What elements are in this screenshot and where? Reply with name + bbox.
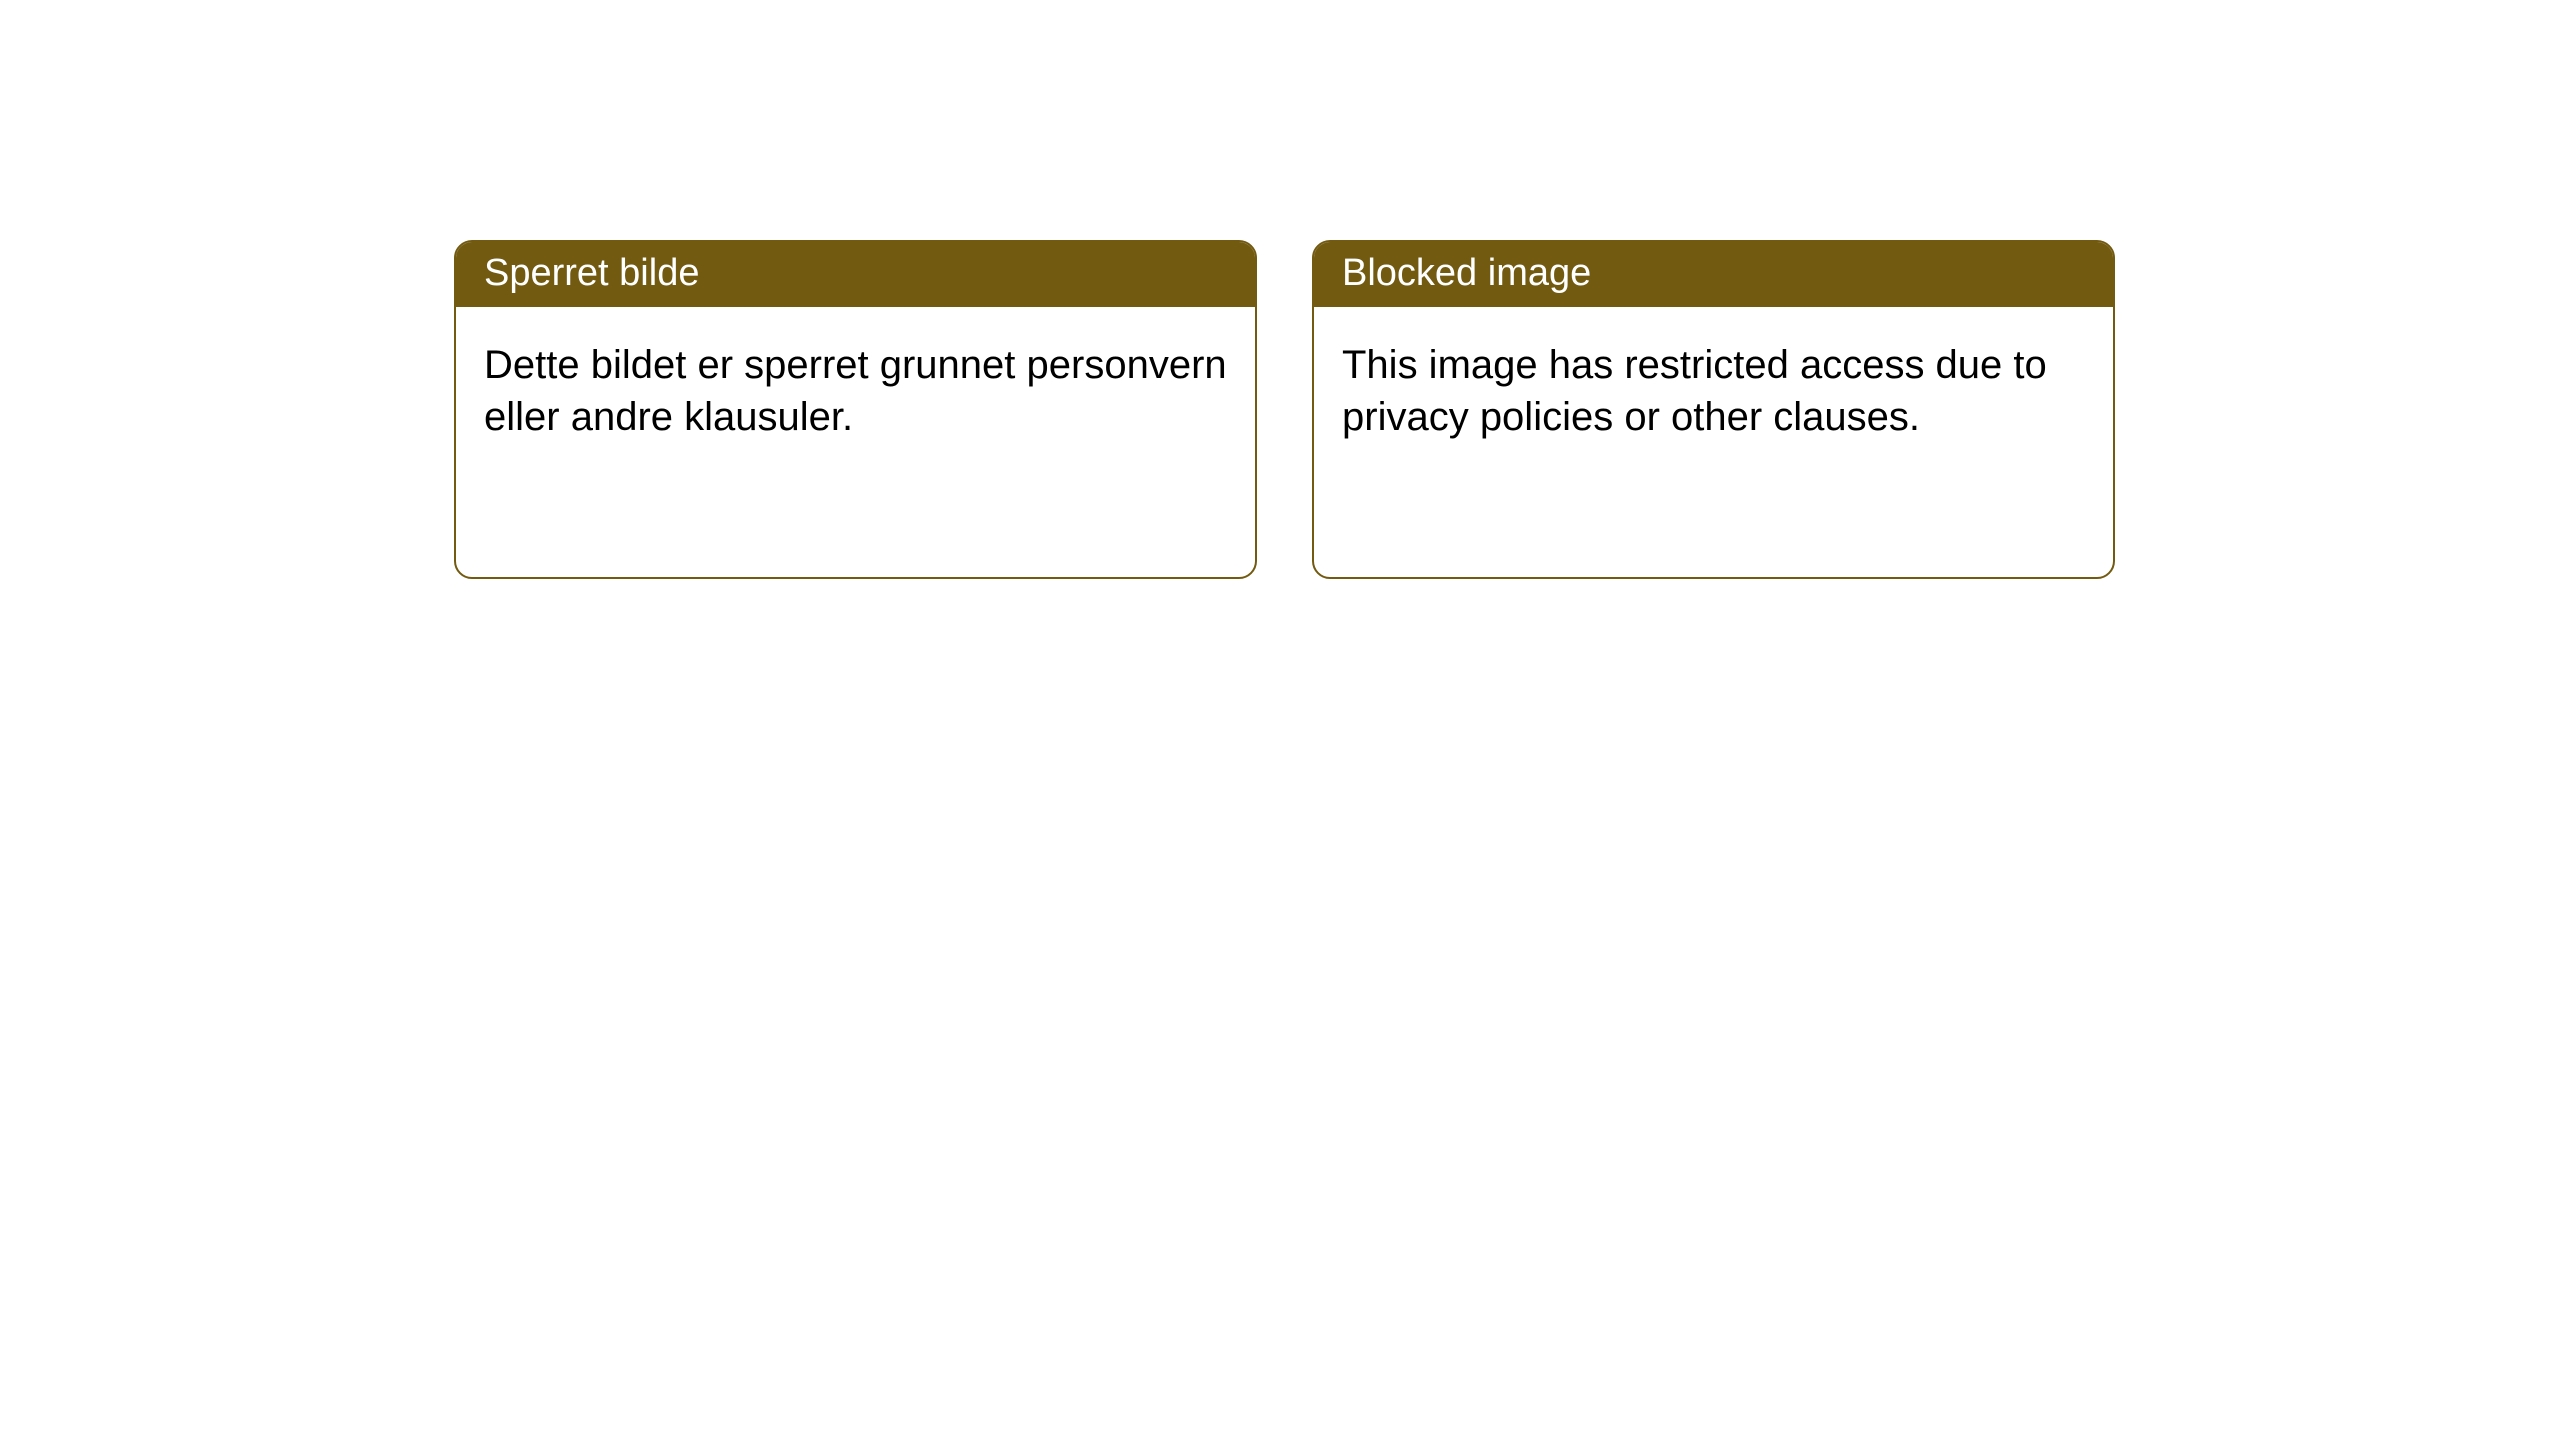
notice-card-body: Dette bildet er sperret grunnet personve… bbox=[456, 307, 1255, 577]
notice-card-title: Sperret bilde bbox=[456, 242, 1255, 307]
notice-card-norwegian: Sperret bilde Dette bildet er sperret gr… bbox=[454, 240, 1257, 579]
notice-card-title: Blocked image bbox=[1314, 242, 2113, 307]
notice-card-english: Blocked image This image has restricted … bbox=[1312, 240, 2115, 579]
notice-cards-container: Sperret bilde Dette bildet er sperret gr… bbox=[454, 240, 2115, 579]
notice-card-body: This image has restricted access due to … bbox=[1314, 307, 2113, 577]
